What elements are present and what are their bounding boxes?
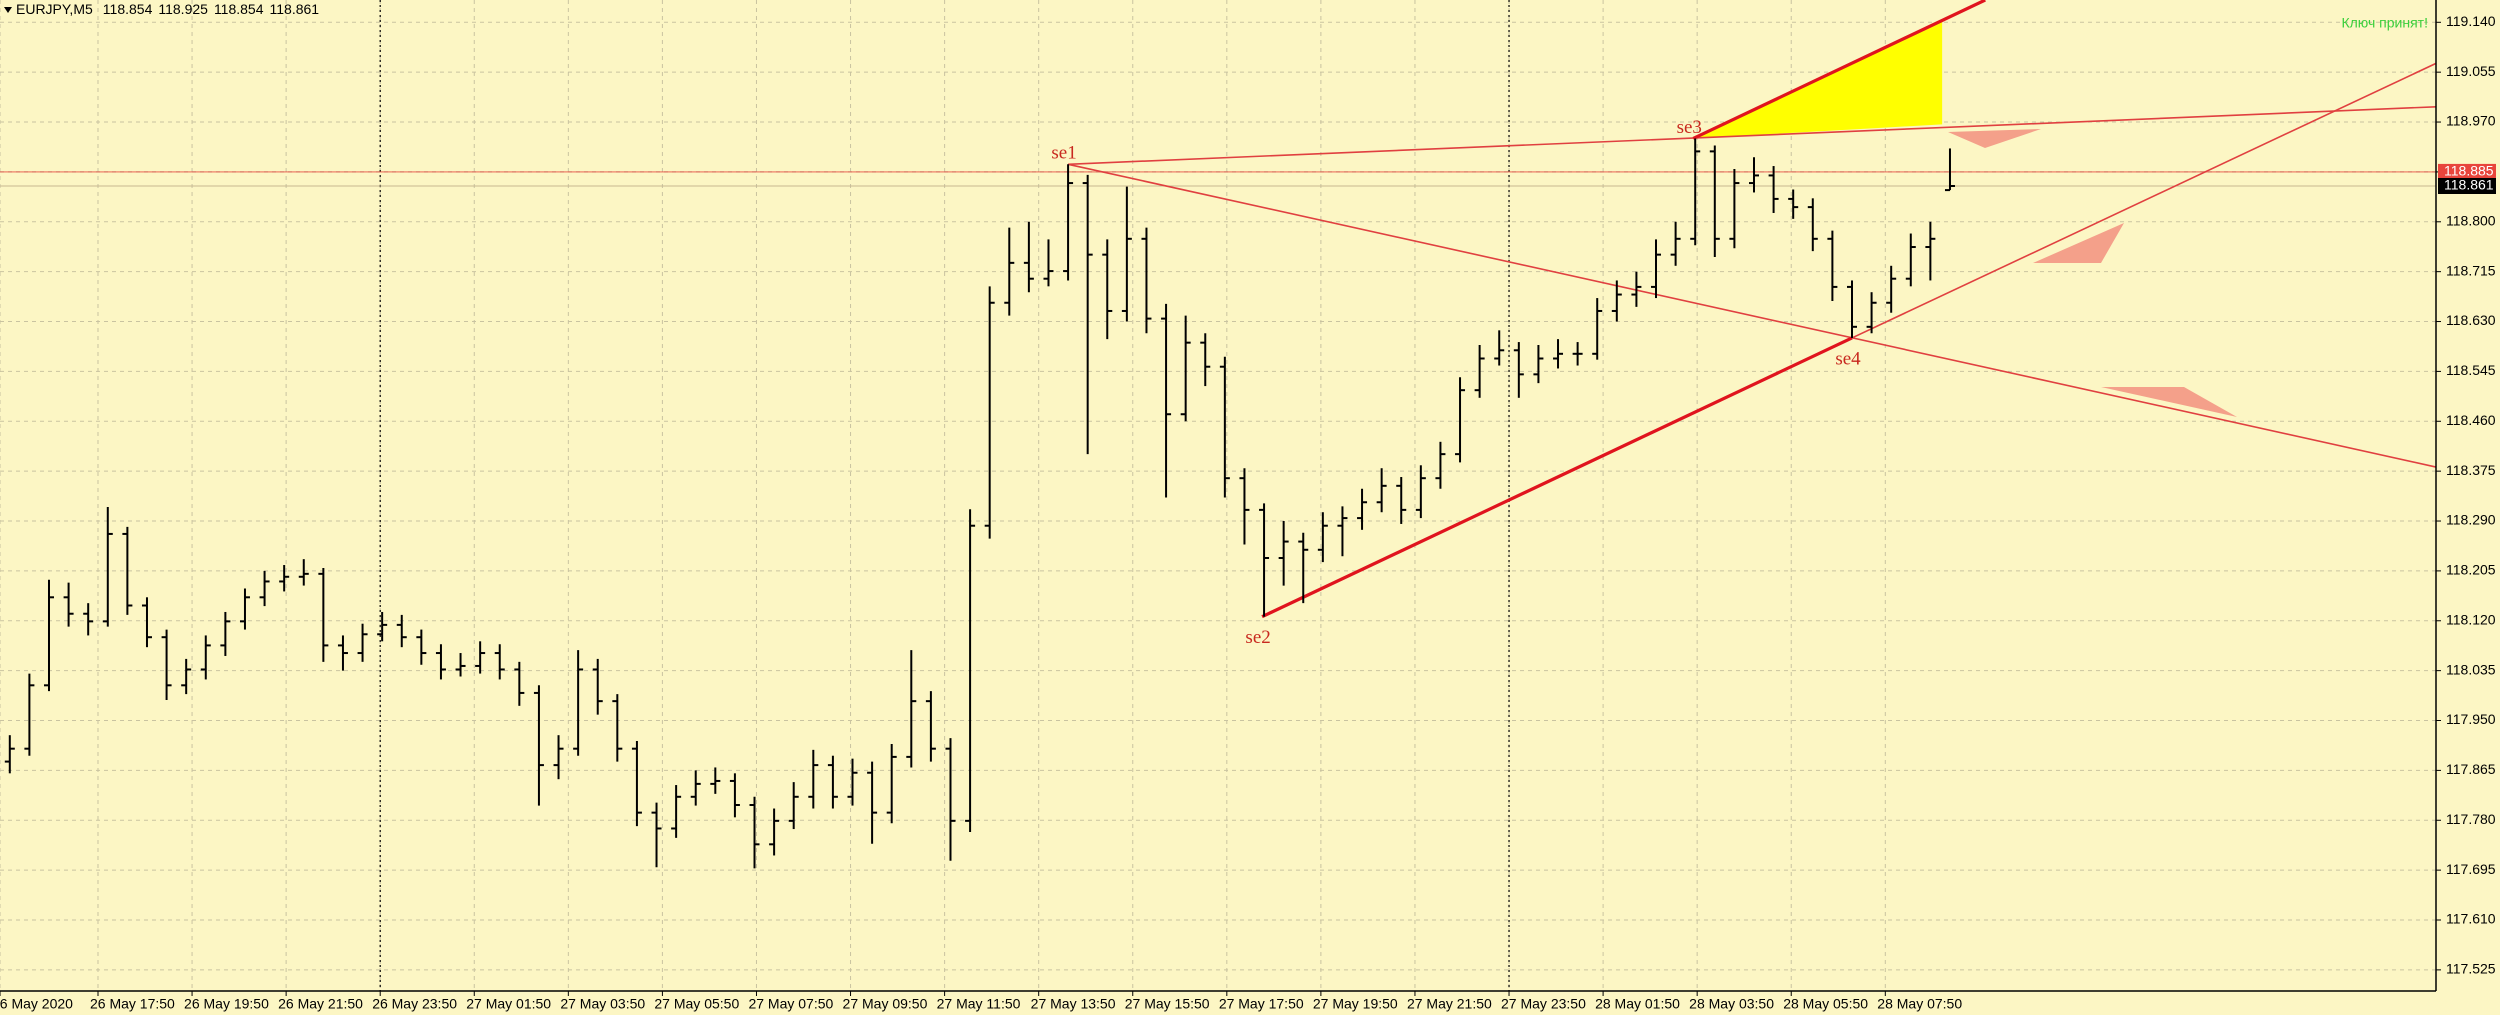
ask-price-label: 118.885 — [2444, 163, 2494, 179]
trendline — [1261, 336, 1853, 619]
x-tick-label: 27 May 01:50 — [466, 996, 551, 1012]
trendline — [1692, 0, 1986, 140]
y-tick-label: 118.035 — [2446, 661, 2496, 677]
y-tick-label: 118.460 — [2446, 412, 2496, 428]
y-tick-label: 118.205 — [2446, 562, 2496, 578]
y-tick-label: 119.140 — [2446, 13, 2496, 29]
arrow-shape — [2033, 223, 2124, 263]
x-tick-label: 28 May 01:50 — [1595, 996, 1680, 1012]
trendline — [1068, 105, 2437, 166]
trendline — [1851, 62, 2437, 339]
y-tick-label: 119.055 — [2446, 63, 2496, 79]
x-tick-label: 26 May 21:50 — [278, 996, 363, 1012]
x-tick-label: 27 May 23:50 — [1501, 996, 1586, 1012]
y-tick-label: 117.695 — [2446, 861, 2496, 877]
collapse-icon — [4, 7, 12, 13]
y-tick-label: 117.865 — [2446, 761, 2496, 777]
notice: Ключ принят! — [2341, 15, 2428, 31]
ask-price-box — [2438, 163, 2496, 180]
x-tick-label: 28 May 05:50 — [1783, 996, 1868, 1012]
objects — [0, 0, 2437, 619]
symbol: EURJPY,M5 — [16, 1, 93, 17]
header-close: 118.861 — [270, 1, 320, 17]
y-tick-label: 118.545 — [2446, 362, 2496, 378]
bid-price-box — [2438, 177, 2496, 194]
x-tick-label: 27 May 19:50 — [1313, 996, 1398, 1012]
overlays: se1 se2 se3 se4 — [1051, 117, 1861, 648]
y-tick-label: 117.780 — [2446, 811, 2496, 827]
y-tick-label: 118.630 — [2446, 312, 2496, 328]
x-tick-label: 27 May 03:50 — [560, 996, 645, 1012]
y-tick-label: 118.375 — [2446, 462, 2496, 478]
x-tick-label: 27 May 05:50 — [654, 996, 739, 1012]
x-tick-label: 28 May 07:50 — [1877, 996, 1962, 1012]
y-tick-label: 118.715 — [2446, 262, 2496, 278]
bid-price-label: 118.861 — [2444, 177, 2494, 193]
x-tick-label: 27 May 11:50 — [937, 996, 1021, 1012]
x-tick-label: 27 May 15:50 — [1125, 996, 1210, 1012]
trendline — [1067, 163, 2437, 468]
x-tick-label: 27 May 21:50 — [1407, 996, 1492, 1012]
header-open: 118.854 — [103, 1, 153, 17]
x-tick-label: 27 May 07:50 — [748, 996, 833, 1012]
chart-header: EURJPY,M5 118.854 118.925 118.854 118.861 — [16, 1, 319, 17]
arrow-shape — [2101, 387, 2237, 417]
point-label: se2 — [1245, 627, 1270, 648]
y-tick-label: 118.970 — [2446, 113, 2496, 129]
header-high: 118.925 — [158, 1, 208, 17]
arrow-shape — [1948, 129, 2041, 148]
x-tick-label: 26 May 23:50 — [372, 996, 457, 1012]
header-low: 118.854 — [214, 1, 264, 17]
x-tick-label: 27 May 13:50 — [1031, 996, 1116, 1012]
x-tick-label: 26 May 17:50 — [90, 996, 175, 1012]
grid — [0, 0, 2436, 991]
y-tick-label: 117.525 — [2446, 961, 2496, 977]
y-tick-label: 117.950 — [2446, 711, 2496, 727]
point-label: se3 — [1677, 117, 1702, 138]
point-label: se1 — [1051, 143, 1076, 164]
x-tick-label: 26 May 2020 — [0, 996, 73, 1012]
price-bars — [4, 138, 1955, 869]
x-tick-label: 26 May 19:50 — [184, 996, 269, 1012]
y-tick-label: 118.800 — [2446, 212, 2496, 228]
y-tick-label: 117.610 — [2446, 911, 2496, 927]
y-tick-label: 118.290 — [2446, 512, 2496, 528]
x-tick-label: 27 May 09:50 — [843, 996, 928, 1012]
x-tick-label: 28 May 03:50 — [1689, 996, 1774, 1012]
y-tick-label: 118.120 — [2446, 611, 2496, 627]
point-label: se4 — [1835, 348, 1861, 369]
x-tick-label: 27 May 17:50 — [1219, 996, 1304, 1012]
